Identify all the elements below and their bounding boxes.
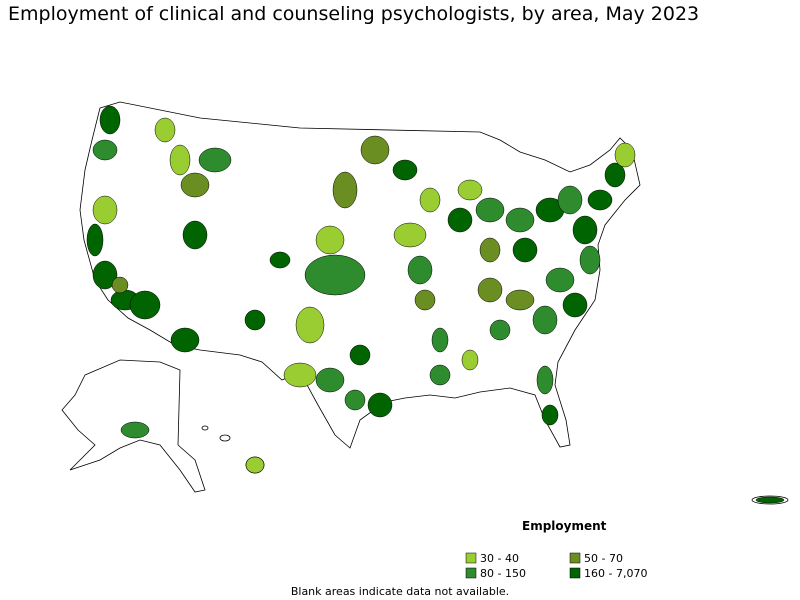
area-shade — [180, 172, 210, 198]
area-shade — [477, 277, 503, 303]
area-shade — [457, 179, 483, 201]
area-shade — [587, 189, 613, 211]
area-shade — [429, 364, 451, 386]
legend: 30 - 40 50 - 70 80 - 150 160 - 7,070 — [465, 552, 647, 580]
area-shade — [349, 344, 371, 366]
footnote: Blank areas indicate data not available. — [291, 585, 509, 598]
area-shade — [120, 421, 150, 439]
map — [61, 101, 789, 505]
legend-swatch — [569, 552, 581, 564]
area-shade — [245, 456, 265, 474]
area-shade — [92, 195, 118, 225]
area-shade — [532, 305, 558, 335]
area-shade — [447, 207, 473, 233]
legend-label: 30 - 40 — [480, 552, 519, 565]
legend-swatch — [465, 552, 477, 564]
area-shade — [86, 223, 104, 257]
area-shade — [169, 144, 191, 176]
area-shade — [489, 319, 511, 341]
area-shade — [283, 362, 317, 388]
area-shade — [304, 254, 366, 296]
area-shade — [545, 267, 575, 293]
hawaii — [201, 425, 209, 431]
area-shade — [315, 225, 345, 255]
area-shade — [572, 215, 598, 245]
area-shade — [367, 392, 393, 418]
area-shade — [332, 171, 358, 209]
area-shade — [393, 222, 427, 248]
area-shade — [99, 105, 121, 135]
area-shade — [154, 117, 176, 143]
area-shade — [512, 237, 538, 263]
area-shade — [579, 245, 601, 275]
area-shade — [557, 185, 583, 215]
legend-label: 50 - 70 — [584, 552, 623, 565]
area-shade — [541, 404, 559, 426]
area-shade — [129, 290, 161, 320]
area-shade — [269, 251, 291, 269]
legend-label: 80 - 150 — [480, 567, 526, 580]
area-shade — [360, 135, 390, 165]
area-shade — [604, 162, 626, 188]
area-shade — [344, 389, 366, 411]
area-shade — [475, 197, 505, 223]
area-shade — [505, 289, 535, 311]
area-shade — [614, 142, 636, 168]
area-shade — [536, 365, 554, 395]
hawaii — [219, 434, 231, 442]
area-shade — [182, 220, 208, 250]
area-shade — [407, 255, 433, 285]
area-shade — [244, 309, 266, 331]
legend-label: 160 - 7,070 — [584, 567, 647, 580]
area-shade — [431, 327, 449, 353]
area-shade — [479, 237, 501, 263]
area-shade — [505, 207, 535, 233]
area-shade — [111, 276, 129, 294]
area-shade — [170, 327, 200, 353]
area-shade — [295, 306, 325, 344]
legend-swatch — [569, 567, 581, 579]
area-shade — [461, 349, 479, 371]
area-shade — [562, 292, 588, 318]
area-shade — [92, 139, 118, 161]
area-shade — [419, 187, 441, 213]
title: Employment of clinical and counseling ps… — [8, 3, 699, 25]
area-shade — [392, 159, 418, 181]
area-shade — [755, 496, 785, 504]
area-shade — [414, 289, 436, 311]
legend-swatch — [465, 567, 477, 579]
legend-title: Employment — [522, 519, 607, 533]
area-shade — [315, 367, 345, 393]
area-shade — [198, 147, 232, 173]
area-shade — [92, 260, 118, 290]
